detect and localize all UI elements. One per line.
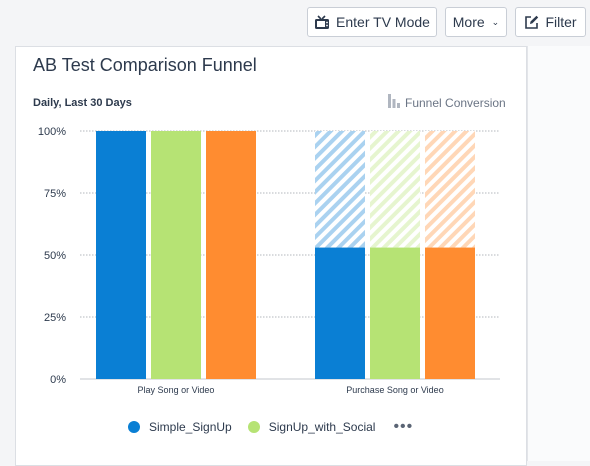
y-tick-label: 0% [50,374,66,386]
chevron-down-icon: ⌄ [491,16,500,27]
edit-icon [524,15,539,30]
tv-mode-label: Enter TV Mode [336,14,430,30]
bar [425,247,475,379]
funnel-chart: 100% 75% 50% 25% 0% Play Song or Video Purchas… [38,126,500,395]
legend-item-simple-signup[interactable]: Simple_SignUp [128,420,232,434]
more-label: More [452,14,485,30]
bar [315,247,365,379]
funnel-bars-icon [387,94,401,111]
legend-swatch [128,421,140,433]
dropoff-bar [370,131,420,248]
x-tick-label: Purchase Song or Video [346,385,443,395]
chart-card: AB Test Comparison Funnel Daily, Last 30… [15,46,527,466]
filter-button[interactable]: Filter [515,7,586,37]
more-button[interactable]: More ⌄ [445,7,507,37]
bar [206,131,256,379]
toolbar: Enter TV Mode More ⌄ Filter [0,0,590,46]
date-range-label: Daily, Last 30 Days [33,97,132,109]
y-tick-label: 75% [44,188,66,200]
y-tick-label: 50% [44,250,66,262]
filter-label: Filter [545,14,577,30]
chart-title: AB Test Comparison Funnel [33,55,257,75]
legend-swatch [247,421,260,433]
legend-label: SignUp_with_Social [268,420,376,434]
dropoff-bar [425,131,475,248]
funnel-conversion-label: Funnel Conversion [405,95,506,110]
enter-tv-mode-button[interactable]: Enter TV Mode [307,7,437,37]
dropoff-bar [315,131,365,248]
bar [96,131,146,379]
legend-item-signup-with-social[interactable]: SignUp_with_Social [247,420,376,434]
legend-more-button[interactable]: ••• [393,418,414,435]
legend-label: Simple_SignUp [149,420,232,434]
y-tick-label: 25% [44,312,66,324]
bar [370,247,420,379]
tv-icon [314,14,330,30]
x-tick-label: Play Song or Video [138,385,215,395]
legend: Simple_SignUp SignUp_with_Social ••• [128,418,414,435]
bar [151,131,201,379]
y-tick-label: 100% [38,126,66,138]
side-panel [527,46,590,461]
funnel-conversion-toggle[interactable]: Funnel Conversion [387,94,506,111]
